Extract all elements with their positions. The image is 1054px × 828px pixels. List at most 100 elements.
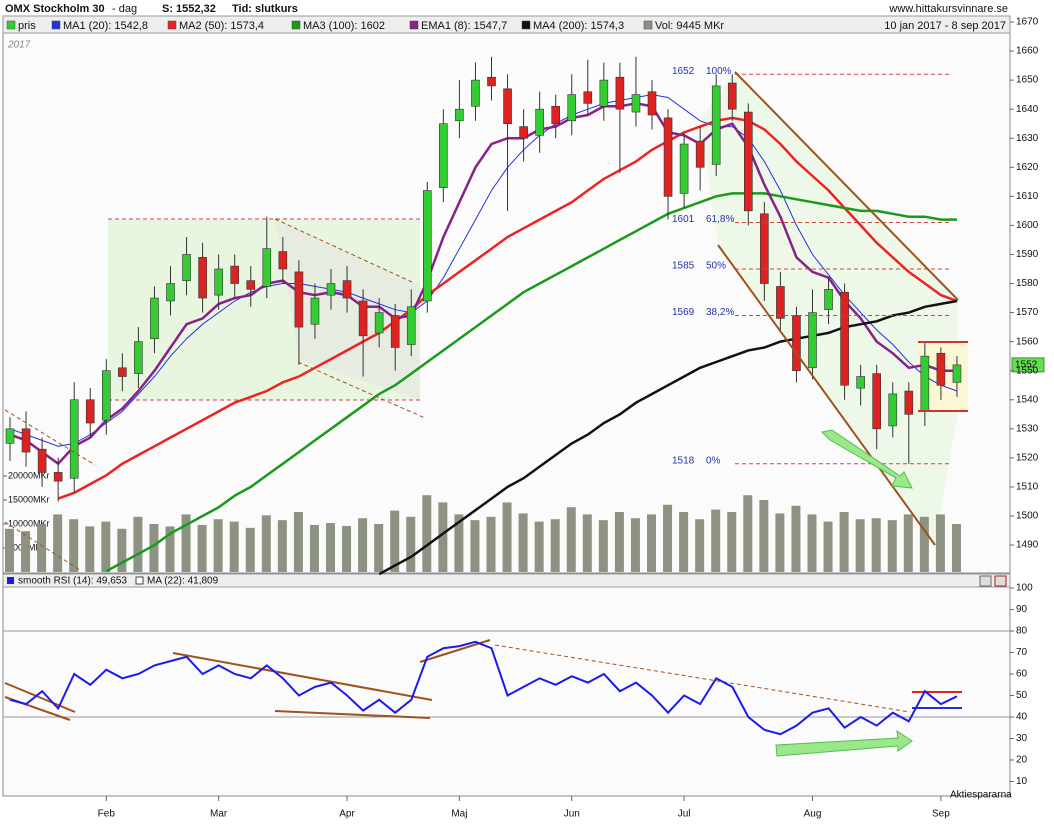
rsi-tick-label: 70 [1016,647,1028,658]
volume-bar [566,507,576,572]
y-tick-label: 1640 [1016,104,1039,115]
candle-body [487,76,496,87]
volume-bar [277,520,287,572]
fib-pct: 0% [706,455,721,466]
x-tick-label: Jun [564,809,580,820]
trend-line [297,361,426,419]
legend-entry: pris [18,20,36,32]
candle-body [679,143,689,194]
candle-body [936,352,946,386]
candle-body [342,280,352,299]
candle-body [824,289,833,310]
volume-bar [695,519,705,572]
x-tick-label: Maj [451,809,467,820]
legend-entry-swatch [167,20,177,30]
candle-body [599,79,609,107]
volume-bar [326,523,335,572]
volume-bar [614,512,624,572]
candle-body [551,105,561,124]
volume-bar [582,514,592,572]
volume-bar [855,519,865,572]
volume-layer: 5000MKr10000MKr15000MKr20000MKr [3,470,961,572]
volume-bar [165,526,175,572]
legend-swatch [135,576,144,585]
candle-body [872,373,882,430]
fib-value: 1601 [672,214,695,225]
candle-body [455,108,464,122]
candle-body [776,286,785,319]
tool-icon[interactable] [979,575,992,587]
volume-bar [486,516,496,572]
candle-body [182,254,191,281]
candle-body [840,291,849,386]
rsi-tick-label: 90 [1016,604,1028,615]
volume-bar [791,505,801,572]
y-tick-label: 1670 [1016,17,1039,28]
volume-tick-label: 10000MKr [8,518,50,528]
header-text: Tid: slutkurs [232,3,298,15]
candle-body [808,312,817,369]
volume-bar [470,520,480,572]
volume-bar [309,524,319,572]
x-tick-label: Sep [932,809,950,820]
y-tick-label: 1490 [1016,540,1039,551]
volume-bar [406,516,416,572]
volume-bar [245,527,255,572]
volume-bar [69,519,79,572]
year-label: 2017 [7,40,31,51]
volume-bar [374,524,384,572]
volume-bar [21,531,31,572]
rsi-tick-label: 50 [1016,690,1028,701]
candle-body [631,94,641,113]
source: www.hittakursvinnare.se [888,3,1008,15]
volume-bar [727,512,737,572]
x-tick-label: Mar [210,809,228,820]
volume-bar [197,524,207,572]
candle-body [198,257,207,299]
annotation-layer: 1652 100% 1601 61,8% 1585 50% 1569 38,2% 1518 0% 1… [672,66,1045,466]
volume-bar [518,513,528,572]
x-tick-label: Feb [98,809,116,820]
fib-value: 1652 [672,66,695,77]
volume-bar [839,512,849,572]
volume-bar [534,521,544,572]
legend-bar [2,15,1011,34]
rsi-tick-label: 20 [1016,755,1028,766]
candle-layer [5,56,962,502]
fib-value: 1518 [672,455,695,466]
candle-body [118,367,127,377]
candle-body [230,265,239,284]
candle-body [711,85,721,165]
candle-body [278,251,288,270]
y-tick-label: 1590 [1016,249,1039,260]
candle-body [888,393,898,427]
volume-bar [823,521,833,572]
y-tick-label: 1540 [1016,394,1039,405]
volume-bar [149,524,159,572]
rsi-tick-label: 60 [1016,669,1028,680]
candle-body [743,111,753,212]
candle-body [310,297,320,325]
volume-bar [630,518,640,572]
y-tick-label: 1530 [1016,423,1039,434]
candle-body [904,390,914,415]
volume-bar [711,509,721,572]
price-tag: 1552 [1015,360,1038,371]
candle-body [53,472,63,482]
volume-bar [438,502,448,572]
candle-body [358,300,368,337]
volume-bar [550,519,560,572]
legend-entry: EMA1 (8): 1547,7 [421,20,507,32]
candle-body [374,312,384,334]
arrow [820,429,913,489]
legend-entry: smooth RSI (14): 49,653 [18,576,127,587]
candle-body [21,428,31,453]
rsi-tick-label: 80 [1016,626,1028,637]
close-icon[interactable] [994,575,1007,587]
fib-value: 1585 [672,261,695,272]
y-tick-label: 1520 [1016,453,1039,464]
trend-line [4,521,81,571]
candle-body [760,213,769,284]
text-layer: OMX Stockholm 30 - dag S: 1552,32 Tid: s… [5,3,1039,820]
y-tick-label: 1570 [1016,307,1039,318]
